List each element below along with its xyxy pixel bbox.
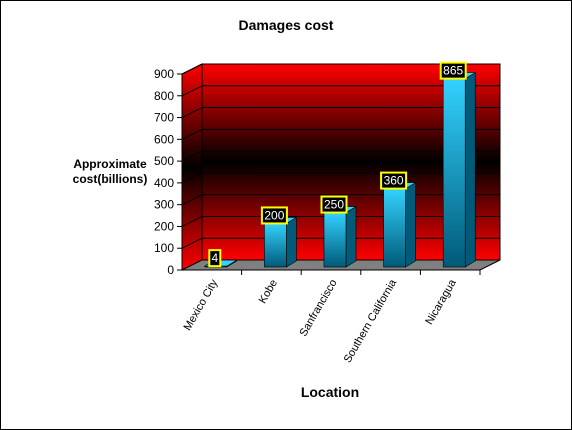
y-tick-label: 0 [167, 263, 174, 277]
x-tick-label: Mexico City [182, 277, 221, 333]
data-label-box [208, 249, 222, 268]
gridline-side [181, 194, 203, 206]
chart-title: Damages cost [238, 17, 334, 33]
data-label: 4 [211, 251, 218, 265]
data-label-box [380, 171, 408, 190]
y-tick-label: 600 [154, 132, 174, 146]
y-tick-label: 700 [154, 111, 174, 125]
data-label-box [439, 61, 467, 80]
y-tick-label: 300 [154, 198, 174, 212]
bar [264, 223, 287, 268]
data-label: 200 [264, 208, 284, 222]
data-label-box [260, 206, 288, 225]
y-tick-label: 400 [154, 176, 174, 190]
gridline-side [181, 63, 203, 75]
gridline-side [181, 128, 203, 140]
data-label: 250 [324, 198, 344, 212]
y-tick-label: 200 [154, 219, 174, 233]
gridline-side [181, 107, 203, 119]
x-axis-label: Location [300, 384, 360, 400]
bar-side [286, 216, 297, 268]
bar [383, 188, 406, 268]
gridline-side [181, 215, 203, 227]
gridline-side [181, 85, 203, 97]
x-tick-label: Nicaragua [423, 277, 459, 327]
side-wall [181, 63, 203, 271]
gridline-side [181, 237, 203, 249]
y-tick-label: 900 [154, 67, 174, 81]
x-tick-label: Southern California [342, 277, 400, 365]
bar-side [464, 72, 476, 268]
gridline-side [181, 172, 203, 184]
bar-side [405, 182, 416, 268]
data-label: 865 [443, 64, 463, 78]
x-tick-label: Sanfrancisco [297, 278, 339, 339]
data-label-box [320, 195, 348, 214]
gridline-side [181, 150, 203, 162]
y-tick-label: 100 [154, 241, 174, 255]
x-tick-label: Kobe [257, 278, 280, 306]
y-tick-label: 800 [154, 89, 174, 103]
y-axis-label: Approximate cost(billions) [72, 157, 148, 186]
data-label: 360 [384, 174, 404, 188]
y-tick-label: 500 [154, 154, 174, 168]
bar [442, 78, 466, 268]
bar [323, 212, 347, 268]
bar-side [345, 206, 357, 268]
